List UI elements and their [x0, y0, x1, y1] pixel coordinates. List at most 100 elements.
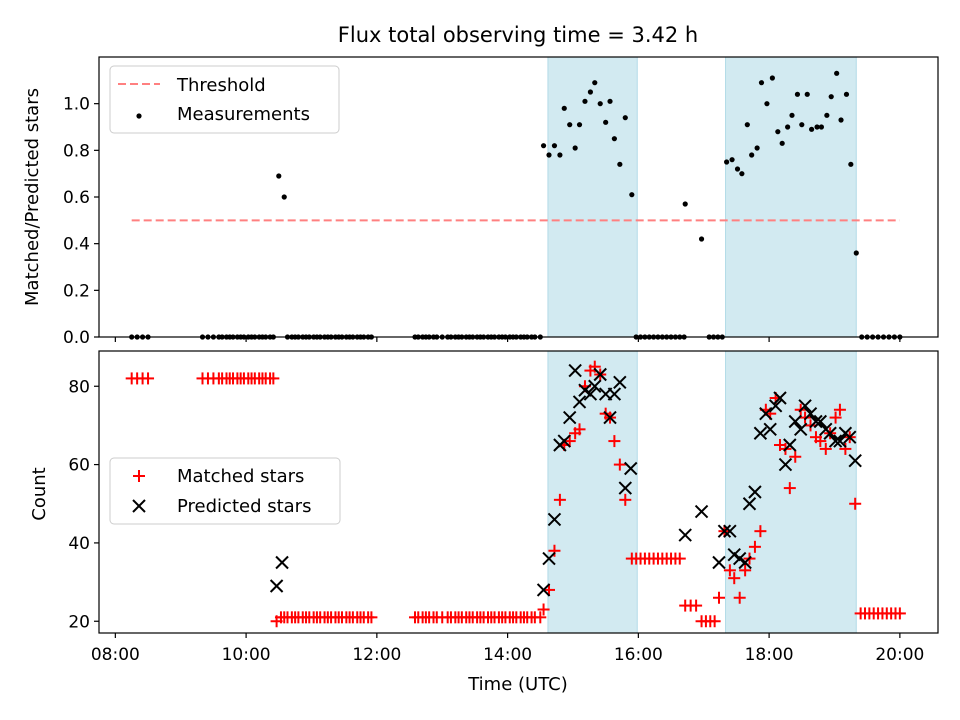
predicted-star-point [593, 367, 607, 382]
measurement-point [828, 94, 834, 100]
predicted-star-point [717, 524, 732, 538]
measurement-point [824, 112, 830, 118]
measurement-point [276, 173, 282, 179]
measurement-point [769, 75, 775, 81]
measurement-point [739, 171, 745, 177]
measurement-point [785, 124, 791, 130]
predicted-star-point [803, 406, 818, 421]
highlight-band [547, 56, 638, 338]
predicted-star-point [742, 497, 757, 511]
predicted-star-point [613, 375, 627, 390]
measurement-point [804, 91, 810, 97]
legend-predicted-swatch [132, 499, 146, 513]
predicted-star-point [783, 438, 797, 452]
predicted-star-point [542, 551, 556, 566]
matched-star-point [748, 540, 761, 553]
predicted-star-point [798, 399, 812, 413]
predicted-star-point [678, 528, 692, 542]
matched-star-point [548, 544, 561, 557]
matched-star-point [563, 435, 576, 448]
measurement-point [754, 145, 760, 151]
measurement-point [281, 194, 287, 200]
predicted-star-point [848, 453, 862, 468]
measurement-point [853, 250, 859, 256]
bottom-axes-frame [98, 350, 939, 634]
matched-star-point [534, 611, 547, 624]
matched-star-point [142, 372, 155, 385]
matched-star-point [588, 360, 601, 373]
legend-measurements-label: Measurements [177, 104, 310, 125]
measurement-point [779, 140, 785, 146]
measurement-point [809, 126, 815, 132]
highlight-band [725, 350, 857, 634]
measurement-point [848, 161, 854, 167]
measurement-point [729, 157, 735, 163]
x-tick-label: 12:00 [352, 645, 401, 665]
predicted-star-point [588, 379, 602, 393]
matched-star-point [829, 411, 842, 424]
legend-measurements-swatch [136, 113, 142, 119]
bottom-y-tick-label: 60 [68, 456, 90, 476]
bottom-panel: 20 40 60 80 08:00 10:00 12:00 14:00 16:00 18:00 2… [29, 350, 939, 695]
bottom-y-tick-label: 80 [68, 377, 90, 397]
measurement-point [572, 145, 578, 151]
predicted-star-point [536, 583, 551, 597]
x-tick-label: 10:00 [222, 645, 271, 665]
measurement-point [582, 98, 588, 104]
matched-star-point [728, 572, 741, 585]
predicted-star-point [607, 387, 622, 401]
matched-star-point [789, 450, 802, 463]
measurement-point [749, 152, 755, 158]
bottom-y-tick-label: 20 [68, 612, 90, 632]
top-y-tick-label: 0.6 [63, 188, 90, 208]
predicted-star-point [618, 481, 632, 495]
predicted-star-point [694, 504, 709, 519]
x-axis-label: Time (UTC) [467, 674, 568, 695]
x-tick-label: 20:00 [875, 645, 924, 665]
matched-star-point [543, 583, 556, 596]
predicted-star-point [269, 579, 284, 593]
measurement-point [546, 152, 552, 158]
measurement-point [775, 129, 781, 135]
predicted-star-point [275, 555, 289, 570]
measurement-point [629, 192, 635, 198]
predicted-star-point [568, 363, 582, 378]
matched-star-point [690, 599, 703, 612]
x-tick-label: 14:00 [483, 645, 532, 665]
predicted-star-point [748, 485, 762, 499]
matched-star-point [833, 403, 846, 416]
measurement-point [799, 122, 805, 128]
predicted-star-point [557, 434, 571, 448]
top-y-axis-label: Matched/Predicted stars [22, 88, 43, 306]
matched-star-point [613, 458, 626, 471]
measurement-point [843, 91, 850, 97]
predicted-star-point [563, 410, 577, 425]
measurement-point [611, 136, 617, 142]
x-tick-label: 18:00 [745, 645, 794, 665]
predicted-star-point [753, 426, 768, 440]
matched-star-point [733, 591, 746, 604]
predicted-star-point [624, 461, 638, 476]
matched-star-point [619, 493, 632, 506]
measurement-point [838, 117, 844, 123]
matched-star-point [723, 564, 736, 577]
measurement-point [592, 80, 598, 86]
matched-star-point [365, 611, 378, 624]
predicted-star-point [768, 399, 783, 413]
matched-star-point [712, 591, 725, 604]
x-tick-label: 16:00 [614, 645, 663, 665]
predicted-star-point [583, 387, 598, 401]
top-y-tick-label: 0.8 [63, 141, 90, 161]
predicted-star-point [723, 524, 737, 538]
predicted-star-point [773, 391, 787, 405]
highlight-band [725, 56, 857, 338]
x-tick-label: 08:00 [91, 645, 140, 665]
measurement-point [758, 80, 765, 86]
matched-star-point [708, 615, 721, 628]
matched-star-point [267, 372, 280, 385]
measurement-point [734, 166, 741, 172]
measurement-point [698, 236, 705, 242]
measurement-point [814, 124, 820, 130]
bottom-y-tick-label: 40 [68, 534, 90, 554]
